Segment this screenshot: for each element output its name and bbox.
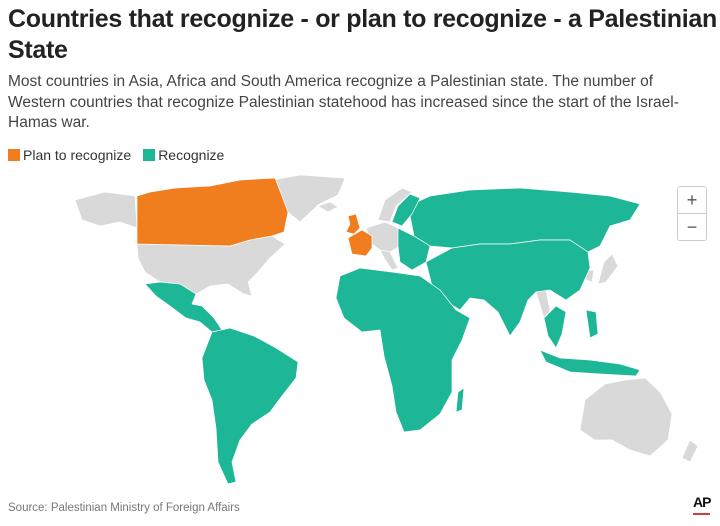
source-note: Source: Palestinian Ministry of Foreign … xyxy=(8,502,240,514)
country-madagascar[interactable] xyxy=(455,387,465,413)
legend: Plan to recognize Recognize xyxy=(8,147,224,163)
country-italy[interactable] xyxy=(379,249,399,271)
zoom-out-button[interactable]: − xyxy=(678,213,706,240)
legend-label-recognize: Recognize xyxy=(158,147,225,163)
country-indonesia-philippines[interactable] xyxy=(539,309,641,377)
country-uk[interactable] xyxy=(345,213,361,235)
country-asia-central-south[interactable] xyxy=(425,239,591,337)
country-eastern-europe[interactable] xyxy=(397,227,431,271)
country-mexico-central-america[interactable] xyxy=(144,281,223,333)
legend-item-plan: Plan to recognize xyxy=(8,147,131,163)
legend-swatch-plan xyxy=(8,149,20,161)
country-western-europe[interactable] xyxy=(365,221,401,253)
country-france[interactable] xyxy=(347,229,373,257)
country-africa[interactable] xyxy=(335,267,471,433)
legend-item-recognize: Recognize xyxy=(143,147,224,163)
country-southeast-asia[interactable] xyxy=(543,305,567,349)
page-title: Countries that recognize - or plan to re… xyxy=(8,5,717,64)
country-new-zealand[interactable] xyxy=(681,439,699,463)
zoom-controls: + − xyxy=(677,186,707,241)
legend-label-plan: Plan to recognize xyxy=(23,147,132,163)
world-map[interactable] xyxy=(0,170,720,490)
country-alaska[interactable] xyxy=(74,191,138,229)
country-canada[interactable] xyxy=(136,177,289,247)
country-south-america[interactable] xyxy=(201,327,299,485)
ap-logo-underline xyxy=(693,513,710,515)
legend-swatch-recognize xyxy=(143,149,156,161)
country-iceland[interactable] xyxy=(317,201,339,213)
zoom-in-button[interactable]: + xyxy=(686,190,698,210)
country-japan[interactable] xyxy=(597,253,619,285)
country-sweden-finland[interactable] xyxy=(391,193,421,227)
country-australia[interactable] xyxy=(579,377,673,457)
country-scandinavia-norway[interactable] xyxy=(377,187,413,223)
ap-logo: AP xyxy=(693,494,711,510)
subtitle: Most countries in Asia, Africa and South… xyxy=(8,73,679,131)
